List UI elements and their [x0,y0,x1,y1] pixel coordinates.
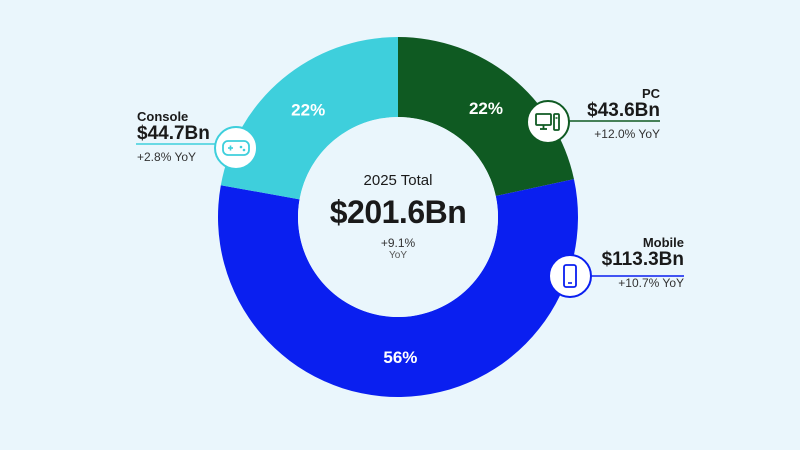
center-total-value: $201.6Bn [329,194,467,230]
donut-segments [217,37,578,397]
donut-segment-pc [398,37,574,196]
center-total-label: 2025 Total [363,172,433,189]
center-total-change-unit: YoY [389,250,407,261]
legend-label-mobile: Mobile [642,235,684,250]
segment-percent-pc: 22% [469,99,503,118]
donut-segment-console [220,37,398,200]
legend-value-console: $44.7Bn [137,123,210,144]
legend-change-console: +2.8% YoY [137,150,197,164]
donut-segment-mobile [217,179,578,397]
legend-value-mobile: $113.3Bn [601,249,684,270]
mobile-icon-badge [548,254,592,298]
segment-percent-mobile: 56% [383,348,417,367]
legend-change-mobile: +10.7% YoY [618,276,684,290]
legend-label-console: Console [137,109,189,124]
center-total-change: +9.1% [380,236,416,250]
segment-labels: 22% 56% 22% [291,99,503,367]
legend-label-pc: PC [641,86,660,101]
callout-pc: PC $43.6Bn +12.0% YoY [587,86,660,141]
pc-icon [535,113,560,131]
callout-mobile: Mobile $113.3Bn +10.7% YoY [602,235,684,290]
legend-change-pc: +12.0% YoY [594,127,660,141]
gamepad-icon-badge [214,126,258,170]
pc-icon-badge [526,100,570,144]
donut-center [298,117,498,317]
gamepad-icon [222,140,250,156]
mobile-icon [563,264,577,288]
callout-leader-lines [136,120,684,277]
legend-value-pc: $43.6Bn [587,100,660,121]
segment-percent-console: 22% [291,101,325,120]
callout-console: Console $44.7Bn +2.8% YoY [137,109,210,164]
